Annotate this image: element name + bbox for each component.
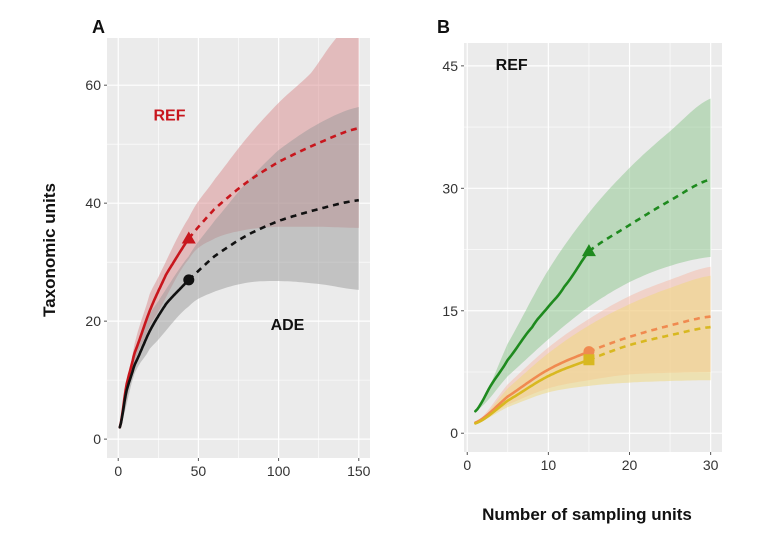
- x-tick-label: 150: [347, 463, 371, 479]
- x-tick-label: 10: [541, 457, 557, 473]
- y-axis-title: Taxonomic units: [40, 183, 59, 317]
- x-tick-label: 100: [267, 463, 291, 479]
- panel-a: 0 50 100 150 0 20 40 60 REF ADE: [85, 38, 371, 479]
- square-marker: [583, 354, 595, 366]
- rarefaction-line-green: [474, 249, 591, 413]
- circle-marker: [183, 274, 195, 286]
- extrapolation-line-ade: [187, 198, 359, 281]
- rarefaction-line-yellow: [474, 358, 591, 425]
- extrapolation-line-green: [588, 178, 712, 253]
- rarefaction-line-ade: [118, 278, 191, 429]
- x-axis-title: Number of sampling units: [482, 505, 692, 524]
- annotation-ade: ADE: [271, 317, 305, 334]
- y-tick-label: 30: [442, 180, 458, 196]
- annotation-ref: REF: [154, 108, 186, 125]
- x-tick-label: 50: [191, 463, 207, 479]
- rarefaction-line-orange: [474, 350, 591, 424]
- y-tick-label: 45: [442, 58, 458, 74]
- plot-area: [118, 38, 360, 429]
- y-tick-label: 20: [85, 313, 101, 329]
- panel-b-label: B: [437, 17, 450, 37]
- plot-area: [474, 98, 712, 425]
- x-tick-label: 30: [703, 457, 719, 473]
- x-tick-label: 0: [463, 457, 471, 473]
- extrapolation-line-ref: [187, 127, 360, 240]
- panel-b: 0 10 20 30 0 15 30 45 REF: [442, 43, 722, 473]
- triangle-marker: [181, 231, 196, 244]
- confidence-band-ref: [119, 38, 359, 428]
- triangle-marker: [581, 244, 596, 257]
- y-tick-label: 15: [442, 303, 458, 319]
- annotation-ref: REF: [496, 57, 528, 74]
- x-tick-label: 20: [622, 457, 638, 473]
- panel-a-label: A: [92, 17, 105, 37]
- y-tick-label: 0: [450, 425, 458, 441]
- y-tick-label: 0: [93, 431, 101, 447]
- rarefaction-line-ref: [118, 237, 191, 429]
- x-tick-label: 0: [114, 463, 122, 479]
- confidence-band-ade: [119, 107, 359, 428]
- y-tick-label: 60: [85, 77, 101, 93]
- y-tick-label: 40: [85, 195, 101, 211]
